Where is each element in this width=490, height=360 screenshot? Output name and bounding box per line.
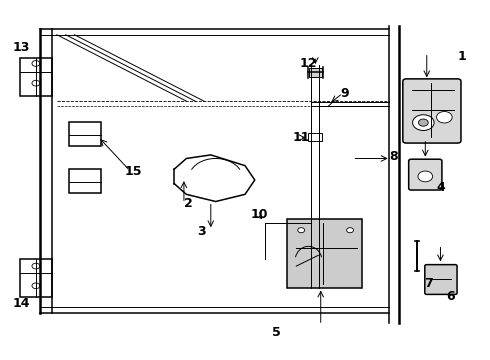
Circle shape xyxy=(298,228,305,233)
Circle shape xyxy=(437,112,452,123)
Circle shape xyxy=(418,119,428,126)
Text: 14: 14 xyxy=(12,297,30,310)
Text: 1: 1 xyxy=(458,50,467,63)
Circle shape xyxy=(346,228,353,233)
Text: 6: 6 xyxy=(446,290,455,303)
FancyBboxPatch shape xyxy=(20,259,52,297)
FancyBboxPatch shape xyxy=(308,134,322,141)
Text: 7: 7 xyxy=(424,278,433,291)
Text: 2: 2 xyxy=(184,197,193,210)
FancyBboxPatch shape xyxy=(403,79,461,143)
Circle shape xyxy=(32,283,40,289)
FancyBboxPatch shape xyxy=(20,58,52,96)
Text: 4: 4 xyxy=(436,181,445,194)
Circle shape xyxy=(32,80,40,86)
Text: 13: 13 xyxy=(13,41,30,54)
Text: 5: 5 xyxy=(272,326,281,339)
Circle shape xyxy=(418,171,433,182)
Circle shape xyxy=(32,60,40,66)
Text: 15: 15 xyxy=(125,165,143,177)
FancyBboxPatch shape xyxy=(309,68,322,77)
Circle shape xyxy=(413,115,434,131)
Circle shape xyxy=(32,263,40,269)
FancyBboxPatch shape xyxy=(69,122,101,146)
Text: 12: 12 xyxy=(300,57,317,70)
FancyBboxPatch shape xyxy=(69,169,101,193)
Text: 9: 9 xyxy=(341,87,349,100)
Text: 3: 3 xyxy=(196,225,205,238)
FancyBboxPatch shape xyxy=(425,265,457,294)
Text: 10: 10 xyxy=(251,208,269,221)
Text: 8: 8 xyxy=(390,150,398,163)
FancyBboxPatch shape xyxy=(287,220,362,288)
FancyBboxPatch shape xyxy=(409,159,442,190)
Text: 11: 11 xyxy=(293,131,310,144)
